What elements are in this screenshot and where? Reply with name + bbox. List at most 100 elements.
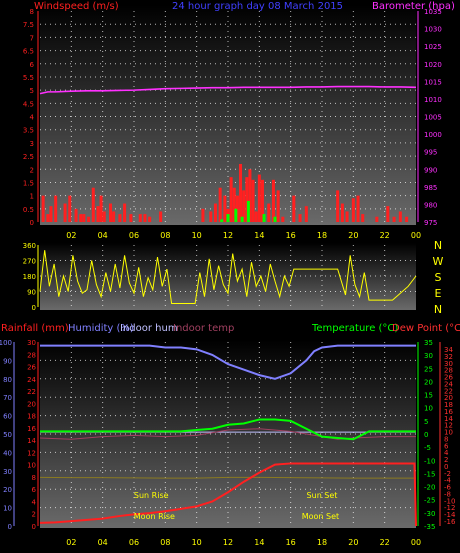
legend-dewpoint: Dew Point (°C) [392,323,460,334]
dewpoint-tick-label: -14 [444,511,456,519]
barometer-line [39,85,417,95]
dewpoint-tick-label: 12 [444,422,453,430]
gust-bar [234,208,238,222]
temperature-tick-label: -20 [424,484,435,492]
windspeed-tick-label: 6.5 [23,48,34,56]
dewpoint-tick-label: 32 [444,353,453,361]
dewpoint-tick-label: -10 [444,497,455,505]
dewpoint-tick-label: 28 [444,367,453,375]
time-tick-label: 20 [348,538,358,547]
time-tick-label: 12 [223,231,233,240]
windspeed-tick-label: 8 [30,8,34,16]
dewpoint-tick-label: -6 [444,484,452,492]
direction-tick-label: 90 [27,289,36,297]
windspeed-tick-label: 1.5 [23,179,34,187]
gust-bar [226,214,230,222]
time-tick-label: 08 [160,538,170,547]
windspeed-tick-label: 3.5 [23,127,34,135]
wind-bar [292,195,296,222]
humidity-tick-label: 40 [3,449,12,457]
compass-label: N [434,239,442,252]
gust-bar [246,200,250,222]
barometer-tick-label: 975 [424,219,437,227]
wind-bar [232,187,236,222]
windspeed-tick-label: 6 [30,61,35,69]
humidity-line [40,344,416,380]
dewpoint-tick-label: 24 [444,380,453,388]
rainfall-tick-label: 30 [27,339,36,347]
dewpoint-tick-label: -2 [444,470,451,478]
rainfall-tick-label: 6 [32,486,37,494]
wind-bar [405,216,409,222]
time-tick-label: 08 [160,231,170,240]
graph-title: 24 hour graph day 08 March 2015 [172,1,343,12]
wind-bar [82,214,86,222]
wind-bar [386,206,390,222]
gust-bar [240,216,244,222]
direction-series [39,250,417,305]
wind-bar [361,214,365,222]
wind-bar [223,195,227,222]
time-tick-label: 00 [411,231,421,240]
wind-bar [102,211,106,222]
rain-line [39,462,417,527]
humidity-tick-label: 100 [0,339,12,347]
humidity-tick-label: 60 [3,413,12,421]
dewpoint-tick-label: 8 [444,435,448,443]
wind-bar [392,216,396,222]
windspeed-tick-label: 5 [30,87,34,95]
time-tick-label: 16 [286,538,296,547]
wind-bar [356,195,360,222]
wind-bar [260,179,264,222]
time-tick-label: 22 [380,538,390,547]
wind-bar [304,206,308,222]
windspeed-tick-label: 0 [30,219,34,227]
barometer-tick-label: 1010 [424,96,442,104]
barometer-tick-label: 990 [424,166,437,174]
wind-bar [281,216,285,222]
windspeed-tick-label: 4.5 [23,100,34,108]
barometer-axis-label: Barometer (hpa) [372,1,455,12]
wind-bar [245,177,249,222]
rainfall-tick-label: 12 [27,449,36,457]
wind-bar [96,206,100,222]
direction-tick-label: 270 [23,258,36,266]
humidity-tick-label: 0 [8,523,12,531]
legend-indoor-temp: Indoor temp [173,323,234,334]
direction-tick-label: 360 [23,242,36,250]
time-tick-label: 18 [317,538,327,547]
windspeed-tick-label: 3 [30,140,34,148]
bottom-plot-area [40,340,416,528]
wind-bar [118,214,122,222]
wind-bar [112,211,116,222]
barometer-tick-label: 985 [424,184,437,192]
wind-bar [213,203,217,222]
wind-bar [340,203,344,222]
wind-bar [298,214,302,222]
compass-label: W [433,255,444,268]
rainfall-tick-label: 16 [27,425,36,433]
windspeed-tick-label: 2 [30,166,34,174]
wind-bar [218,187,222,222]
windspeed-tick-label: 4 [30,114,35,122]
wind-bar [138,214,142,222]
temperature-tick-label: -10 [424,457,435,465]
barometer-tick-label: 1000 [424,131,442,139]
temperature-tick-label: -30 [424,510,435,518]
humidity-tick-label: 20 [3,486,12,494]
time-tick-label: 02 [66,231,76,240]
top-series [39,85,417,222]
temperature-tick-label: 35 [424,339,433,347]
wind-bar [242,190,246,222]
dewpoint-tick-label: 16 [444,408,453,416]
wind-bar [148,216,152,222]
barometer-tick-label: 1025 [424,43,442,51]
gust-bar [273,216,277,222]
rainfall-tick-label: 10 [27,462,36,470]
bottom-series: Sun Rise Sun Set Moon Rise Moon Set [39,344,417,527]
time-tick-label: 18 [317,231,327,240]
temperature-tick-label: -5 [424,444,431,452]
barometer-tick-label: 1030 [424,26,442,34]
